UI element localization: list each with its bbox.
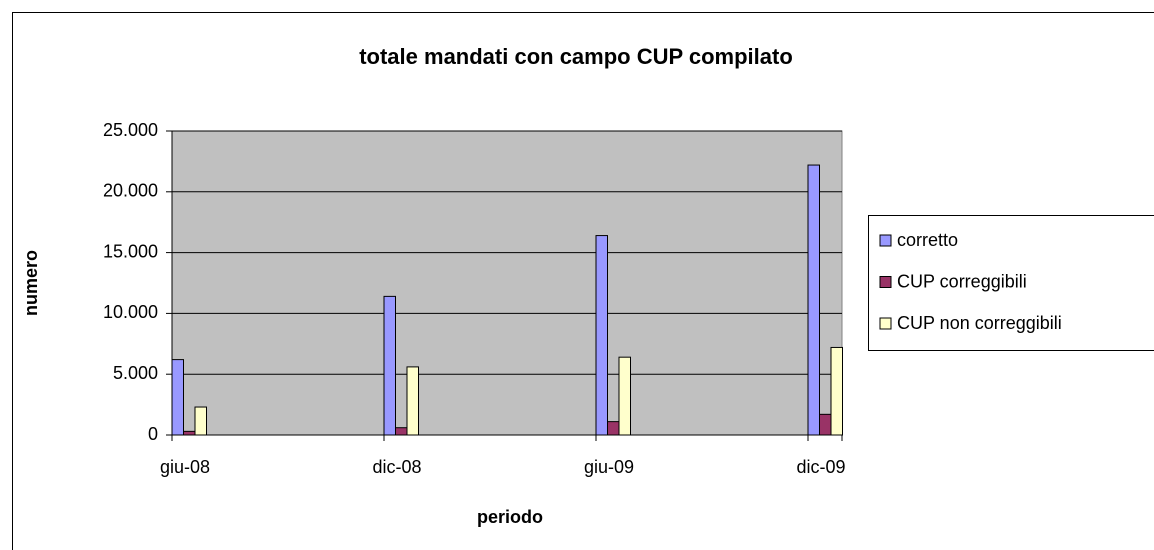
legend-label: corretto	[897, 230, 958, 250]
legend-label: CUP correggibili	[897, 271, 1027, 291]
y-tick-label: 20.000	[103, 181, 158, 201]
bar	[395, 427, 408, 436]
legend-swatch	[879, 317, 892, 330]
chart-title: totale mandati con campo CUP compilato	[359, 44, 793, 69]
x-tick-label: dic-09	[796, 457, 845, 477]
bar	[595, 235, 608, 436]
bar	[618, 356, 631, 436]
bar	[171, 359, 184, 436]
plot-area	[171, 130, 843, 436]
y-tick-label: 15.000	[103, 241, 158, 261]
y-tick-label: 0	[148, 424, 158, 444]
bar	[830, 346, 843, 436]
y-tick-label: 10.000	[103, 302, 158, 322]
bar	[807, 164, 820, 436]
bar	[607, 421, 620, 436]
bar	[383, 295, 396, 436]
legend-label: CUP non correggibili	[897, 313, 1062, 333]
legend-box	[868, 215, 1154, 351]
x-tick-label: giu-09	[584, 457, 634, 477]
legend-swatch	[879, 234, 892, 247]
x-tick-label: dic-08	[372, 457, 421, 477]
bar	[406, 366, 419, 436]
legend-swatch	[879, 276, 892, 288]
y-tick-label: 5.000	[113, 363, 158, 383]
y-axis-label: numero	[21, 250, 41, 316]
bar	[194, 406, 207, 436]
bar	[819, 413, 832, 436]
x-axis-label: periodo	[477, 507, 543, 527]
x-tick-label: giu-08	[160, 457, 210, 477]
y-tick-label: 25.000	[103, 120, 158, 140]
bar	[183, 430, 196, 436]
